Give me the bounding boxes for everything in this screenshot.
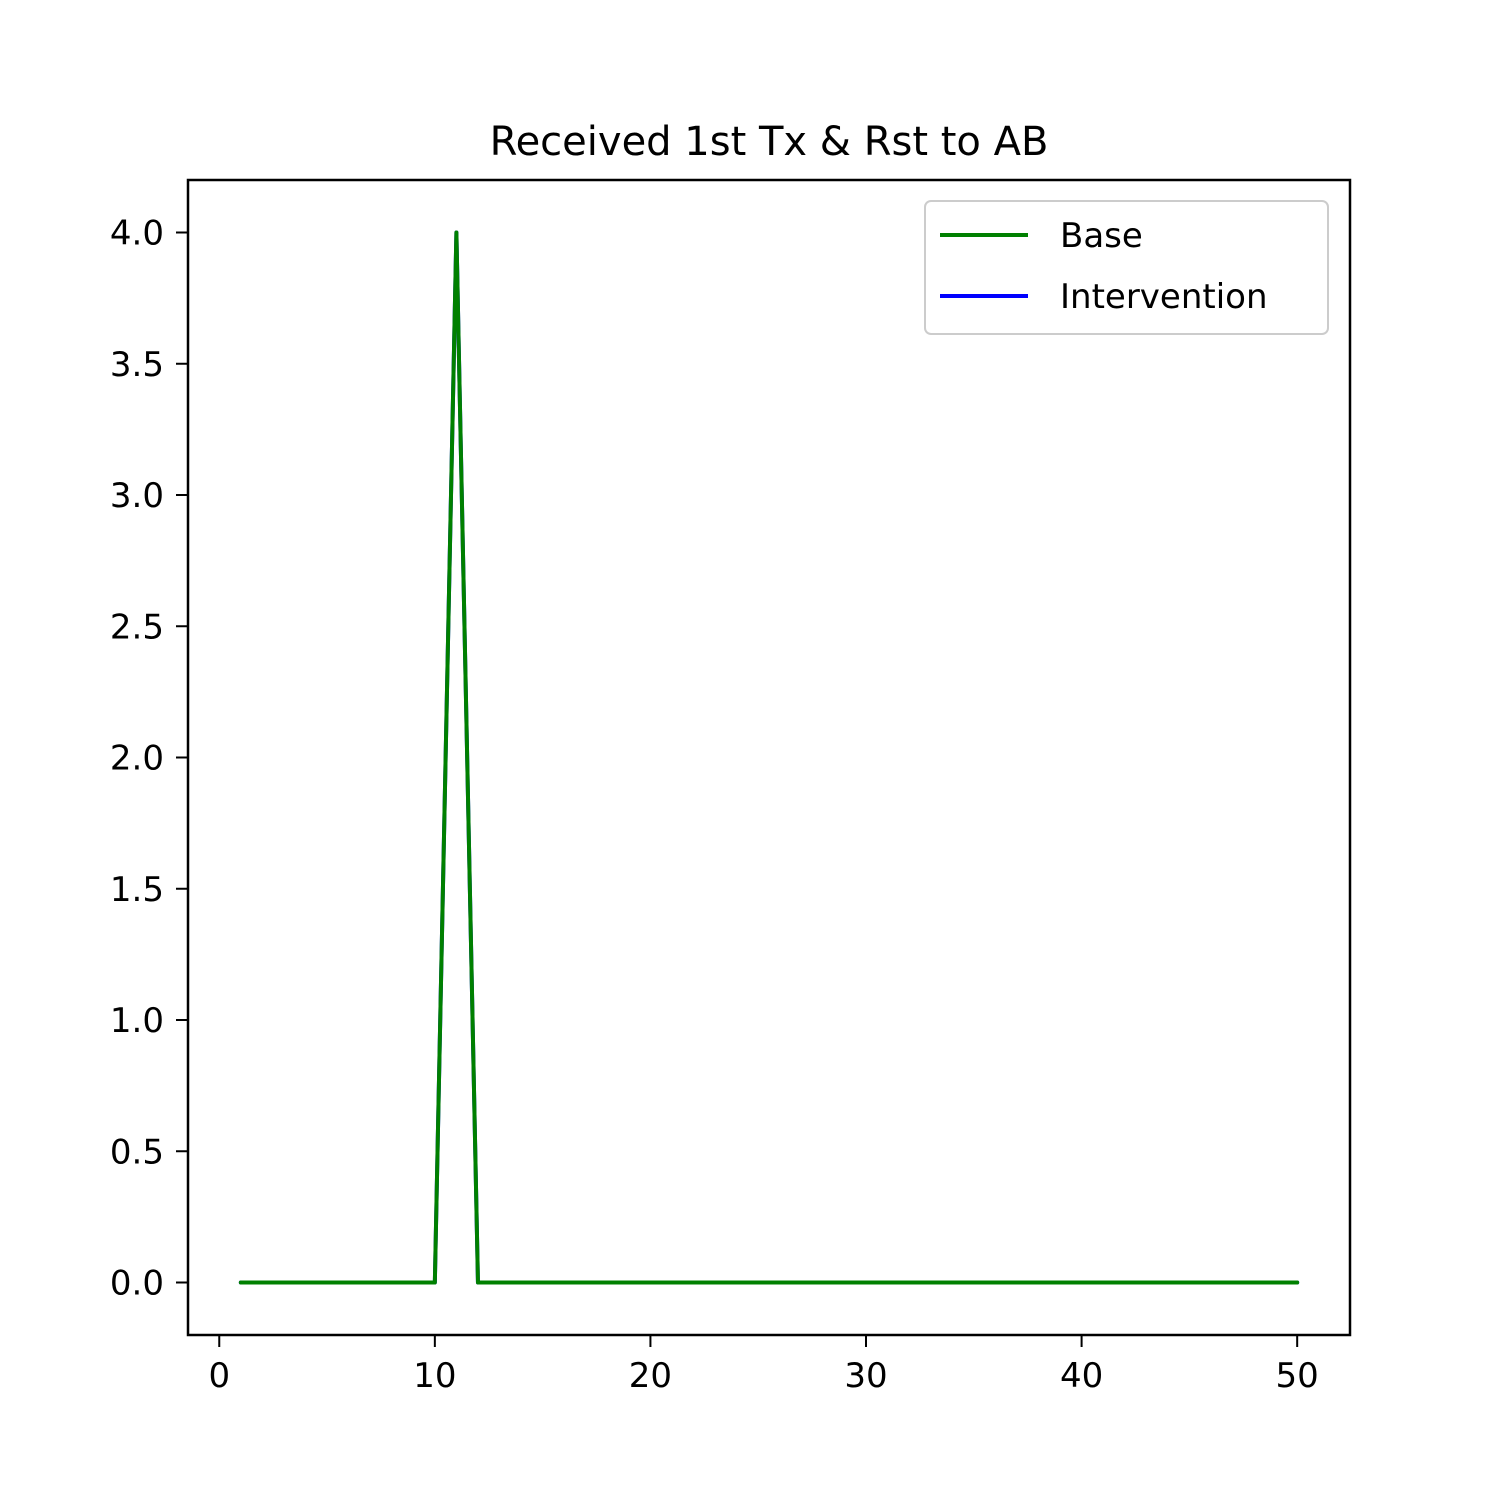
y-tick-label: 1.0 [110,1001,164,1041]
x-tick-label: 50 [1276,1356,1319,1396]
y-tick-label: 0.5 [110,1132,164,1172]
x-tick-label: 20 [629,1356,672,1396]
legend: Base Intervention [924,200,1329,335]
y-tick-label: 1.5 [110,870,164,910]
y-tick-label: 3.0 [110,476,164,516]
y-tick-label: 3.5 [110,345,164,385]
y-axis-ticks: 0.0 0.5 1.0 1.5 2.0 2.5 3.0 3.5 4.0 [110,214,188,1304]
x-tick-label: 40 [1060,1356,1103,1396]
x-tick-label: 10 [413,1356,456,1396]
y-tick-label: 4.0 [110,214,164,254]
x-axis-ticks: 0 10 20 30 40 50 [208,1335,1319,1396]
chart-title: Received 1st Tx & Rst to AB [490,119,1049,165]
series-layer [238,230,1300,1285]
x-tick-label: 0 [208,1356,230,1396]
series-line-base [238,230,1300,1285]
legend-label-intervention: Intervention [1060,277,1268,317]
y-tick-label: 0.0 [110,1264,164,1304]
x-tick-label: 30 [844,1356,887,1396]
y-tick-label: 2.5 [110,607,164,647]
y-tick-label: 2.0 [110,739,164,779]
legend-label-base: Base [1060,216,1143,256]
